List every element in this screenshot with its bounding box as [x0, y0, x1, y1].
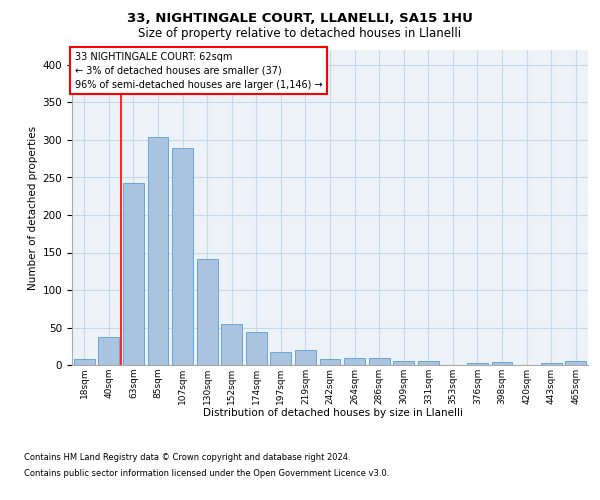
Text: Distribution of detached houses by size in Llanelli: Distribution of detached houses by size … — [203, 408, 463, 418]
Y-axis label: Number of detached properties: Number of detached properties — [28, 126, 38, 290]
Text: Contains public sector information licensed under the Open Government Licence v3: Contains public sector information licen… — [24, 469, 389, 478]
Bar — [221, 324, 242, 365]
Bar — [246, 332, 267, 365]
Bar — [418, 361, 439, 365]
Bar — [344, 358, 365, 365]
Text: Size of property relative to detached houses in Llanelli: Size of property relative to detached ho… — [139, 28, 461, 40]
Bar — [98, 336, 119, 365]
Bar — [295, 350, 316, 365]
Text: 33 NIGHTINGALE COURT: 62sqm
← 3% of detached houses are smaller (37)
96% of semi: 33 NIGHTINGALE COURT: 62sqm ← 3% of deta… — [74, 52, 322, 90]
Bar — [148, 137, 169, 365]
Bar — [74, 359, 95, 365]
Bar — [123, 184, 144, 365]
Text: 33, NIGHTINGALE COURT, LLANELLI, SA15 1HU: 33, NIGHTINGALE COURT, LLANELLI, SA15 1H… — [127, 12, 473, 26]
Bar — [368, 358, 389, 365]
Bar — [467, 363, 488, 365]
Bar — [565, 361, 586, 365]
Bar — [197, 258, 218, 365]
Bar — [541, 363, 562, 365]
Bar — [491, 362, 512, 365]
Bar — [172, 148, 193, 365]
Bar — [393, 361, 414, 365]
Bar — [320, 359, 340, 365]
Bar — [271, 352, 292, 365]
Text: Contains HM Land Registry data © Crown copyright and database right 2024.: Contains HM Land Registry data © Crown c… — [24, 452, 350, 462]
